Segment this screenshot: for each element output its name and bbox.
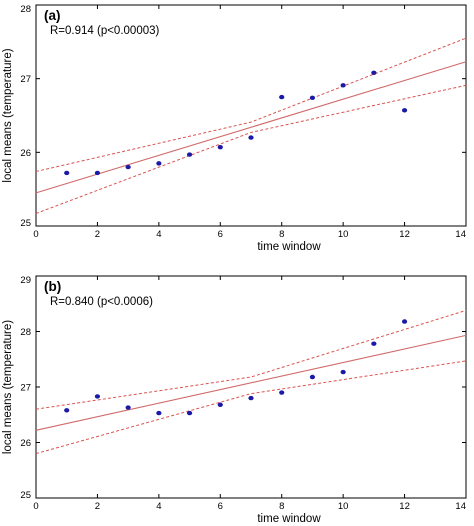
x-tick-label: 6	[218, 229, 223, 240]
data-point	[340, 83, 346, 88]
x-tick-label: 10	[338, 229, 349, 240]
x-tick-label: 4	[156, 501, 161, 512]
x-tick-label: 14	[455, 501, 466, 512]
regression-line	[35, 61, 467, 194]
y-tick-label: 25	[20, 218, 31, 229]
data-point	[248, 135, 254, 140]
chart-panel-a: 0 2 4 6 8 10 12 14 25 26 27 28 (a) R=0.914 (p<0.00…	[2, 4, 467, 253]
x-tick-label: 4	[156, 229, 161, 240]
data-points	[64, 319, 408, 416]
correlation-annotation: R=0.840 (p<0.0006)	[50, 296, 153, 308]
data-point	[156, 161, 162, 166]
data-point	[309, 374, 316, 380]
data-point	[125, 164, 131, 170]
correlation-annotation: R=0.914 (p<0.00003)	[50, 25, 160, 37]
y-tick-label: 27	[20, 383, 31, 394]
data-point	[125, 405, 131, 410]
x-tick-label: 2	[95, 229, 100, 240]
panel-label: (a)	[44, 8, 61, 23]
y-tick-label: 27	[20, 74, 31, 85]
data-point	[94, 394, 101, 399]
axis-ticks	[35, 275, 467, 499]
plot-frame	[35, 4, 467, 227]
data-point	[401, 108, 408, 113]
y-tick-labels: 25 26 27 28	[20, 4, 31, 229]
data-point	[371, 70, 377, 75]
data-point	[217, 144, 223, 150]
data-point	[186, 152, 193, 157]
x-tick-labels: 0 2 4 6 8 10 12 14	[33, 229, 466, 240]
data-point	[401, 319, 408, 324]
x-axis-label: time window	[257, 513, 321, 525]
x-tick-label: 8	[279, 501, 284, 512]
confidence-band-upper	[35, 37, 467, 172]
data-points	[64, 70, 408, 176]
data-point	[186, 410, 193, 416]
data-point	[64, 170, 70, 176]
data-point	[309, 95, 316, 101]
y-axis-label: local means (temperature)	[2, 320, 14, 454]
y-tick-label: 26	[20, 438, 31, 449]
x-tick-label: 0	[33, 229, 38, 240]
x-tick-label: 0	[33, 501, 38, 512]
panel-label: (b)	[44, 279, 61, 294]
confidence-band-upper	[35, 309, 467, 410]
x-tick-label: 14	[455, 229, 466, 240]
axis-ticks	[35, 4, 467, 227]
y-tick-label: 25	[20, 490, 31, 501]
data-point	[279, 94, 285, 100]
chart-panel-b: 0 2 4 6 8 10 12 14 25 26 27 28 29 (b) R=0.840 (p<0.…	[2, 275, 467, 525]
confidence-band-lower	[35, 360, 467, 455]
y-axis-label: local means (temperature)	[2, 48, 14, 182]
x-tick-label: 2	[95, 501, 100, 512]
y-tick-label: 28	[20, 4, 31, 15]
y-tick-label: 28	[20, 327, 31, 338]
y-tick-label: 29	[20, 275, 31, 286]
data-point	[156, 410, 162, 416]
x-tick-label: 10	[338, 501, 349, 512]
data-point	[217, 402, 223, 407]
data-point	[94, 170, 101, 176]
data-point	[279, 390, 285, 395]
data-point	[371, 341, 377, 346]
x-tick-label: 12	[399, 501, 410, 512]
x-tick-label: 12	[399, 229, 410, 240]
regression-line	[35, 334, 467, 431]
plot-frame	[35, 275, 467, 499]
confidence-band-lower	[35, 84, 467, 214]
data-point	[248, 395, 254, 401]
x-tick-label: 8	[279, 229, 284, 240]
y-tick-labels: 25 26 27 28 29	[20, 275, 31, 501]
x-tick-labels: 0 2 4 6 8 10 12 14	[33, 501, 466, 512]
data-point	[64, 408, 70, 413]
x-tick-label: 6	[218, 501, 223, 512]
x-axis-label: time window	[257, 241, 321, 253]
y-tick-label: 26	[20, 148, 31, 159]
data-point	[340, 369, 346, 375]
